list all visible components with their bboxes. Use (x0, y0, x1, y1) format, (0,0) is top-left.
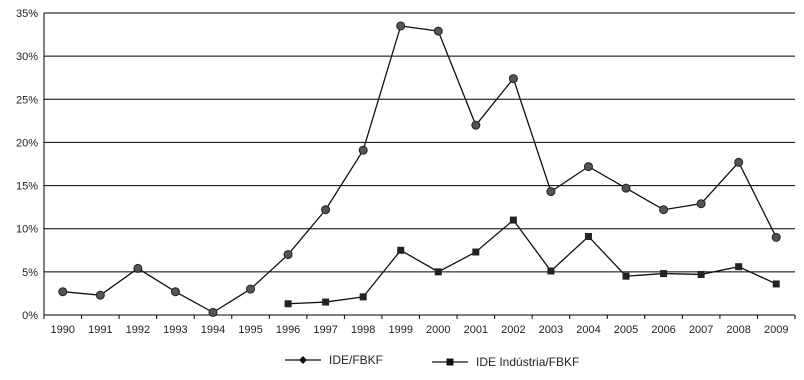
legend-item: IDE/FBKF (285, 353, 383, 367)
y-tick-label: 20% (16, 137, 38, 149)
x-tick-label: 1994 (201, 324, 225, 336)
data-point (696, 199, 706, 209)
x-tick-label: 2004 (576, 324, 600, 336)
data-point (547, 267, 555, 275)
data-point (322, 298, 330, 306)
x-tick-label: 2003 (539, 324, 563, 336)
data-point (396, 21, 406, 31)
data-point (771, 232, 781, 242)
grid-layer (43, 12, 795, 316)
x-tick-label: 1997 (313, 324, 337, 336)
data-point (208, 307, 218, 317)
x-tick-label: 2009 (764, 324, 788, 336)
data-point (546, 187, 556, 197)
series-1 (58, 21, 781, 317)
data-point (471, 120, 481, 130)
y-tick-label: 30% (16, 51, 38, 63)
x-tick-label: 2008 (726, 324, 750, 336)
data-point (284, 300, 292, 308)
y-tick-label: 15% (16, 181, 38, 193)
y-tick-label: 10% (16, 224, 38, 236)
x-axis-ticks: 1990 1991 1992 1993 1994 1995 1996 1997 1998 1999… (43, 315, 796, 336)
series-line (288, 219, 777, 305)
data-point (246, 284, 256, 294)
legend-label: IDE/FBKF (329, 353, 383, 367)
legend-item: IDE Indústria/FBKF (432, 355, 579, 369)
data-point (397, 246, 405, 254)
y-tick-label: 5% (22, 267, 38, 279)
legend: IDE/FBKF IDE Indústria/FBKF (285, 353, 579, 369)
data-point (772, 280, 780, 288)
x-tick-label: 2000 (426, 324, 450, 336)
x-tick-label: 1995 (238, 324, 262, 336)
y-tick-label: 35% (16, 8, 38, 20)
data-point (508, 74, 518, 84)
data-point (433, 26, 443, 36)
data-point (735, 263, 743, 271)
data-point (434, 268, 442, 276)
data-point (283, 250, 293, 260)
data-point (509, 216, 517, 224)
data-point (659, 205, 669, 215)
series-line (62, 25, 777, 314)
x-tick-label: 2002 (501, 324, 525, 336)
data-point (621, 183, 631, 193)
data-point (622, 272, 630, 280)
x-tick-label: 1999 (388, 324, 412, 336)
x-tick-label: 1998 (351, 324, 375, 336)
x-tick-label: 1996 (276, 324, 300, 336)
x-tick-label: 2005 (614, 324, 638, 336)
square-marker-icon (446, 358, 454, 366)
x-tick-label: 2006 (651, 324, 675, 336)
data-point (359, 293, 367, 301)
data-point (583, 162, 593, 172)
series-2 (284, 216, 780, 308)
y-tick-label: 25% (16, 94, 38, 106)
data-point (472, 248, 480, 256)
y-axis-ticks: 0% 5% 10% 15% 20% 25% 30% 35% (16, 8, 38, 322)
x-tick-label: 2001 (464, 324, 488, 336)
x-tick-label: 2007 (689, 324, 713, 336)
x-tick-label: 1990 (51, 324, 75, 336)
x-tick-label: 1991 (88, 324, 112, 336)
data-point (58, 287, 68, 297)
x-tick-label: 1992 (126, 324, 150, 336)
data-point (584, 232, 592, 240)
data-point (95, 290, 105, 300)
x-tick-label: 1993 (163, 324, 187, 336)
data-point (170, 287, 180, 297)
data-point (660, 270, 668, 278)
data-point (358, 145, 368, 155)
legend-label: IDE Indústria/FBKF (476, 355, 579, 369)
data-point (133, 263, 143, 273)
y-tick-label: 0% (22, 310, 38, 322)
data-point (697, 270, 705, 278)
data-point (734, 157, 744, 167)
series-layer (58, 21, 781, 317)
diamond-marker-icon (299, 356, 307, 364)
data-point (321, 205, 331, 215)
